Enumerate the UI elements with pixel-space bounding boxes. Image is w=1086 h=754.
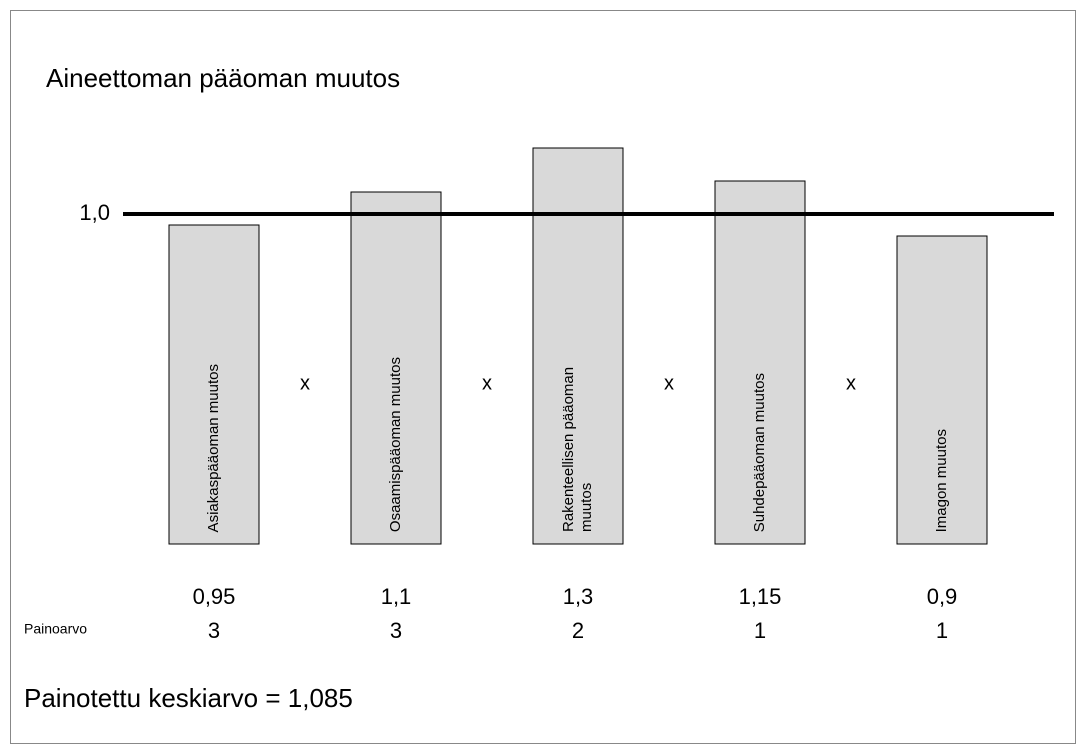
value-label: 0,9: [927, 584, 958, 609]
weight: 1: [754, 618, 766, 643]
operator: x: [846, 372, 856, 394]
bar-label: Osaamispääoman muutos: [351, 300, 441, 532]
bar-label: Rakenteellisen pääoman muutos: [533, 300, 623, 532]
category-label: Imagon muutos: [933, 428, 950, 532]
operator: x: [664, 372, 674, 394]
category-label: Osaamispääoman muutos: [387, 356, 404, 532]
bar-label: Suhdepääoman muutos: [715, 300, 805, 532]
category-label: Rakenteellisen pääoman muutos: [560, 366, 595, 532]
weight: 2: [572, 618, 584, 643]
y-tick-label: 1,0: [79, 200, 110, 225]
category-label: Suhdepääoman muutos: [751, 372, 768, 532]
weight: 3: [390, 618, 402, 643]
bar: [714, 180, 806, 545]
bar: [896, 235, 988, 545]
weight: 3: [208, 618, 220, 643]
operator: x: [300, 372, 310, 394]
value-label: 0,95: [193, 584, 236, 609]
bar-label: Asiakaspääoman muutos: [169, 300, 259, 532]
value-label: 1,3: [563, 584, 594, 609]
bar: [168, 224, 260, 545]
weight: 1: [936, 618, 948, 643]
value-label: 1,15: [739, 584, 782, 609]
operator: x: [482, 372, 492, 394]
result: Painotettu keskiarvo = 1,085: [24, 683, 353, 713]
value-label: 1,1: [381, 584, 412, 609]
bar-label: Imagon muutos: [897, 300, 987, 532]
chart-title: Aineettoman pääoman muutos: [46, 63, 400, 93]
weight-label: Painoarvo: [24, 621, 87, 637]
bar: [350, 191, 442, 545]
category-label: Asiakaspääoman muutos: [205, 363, 222, 532]
